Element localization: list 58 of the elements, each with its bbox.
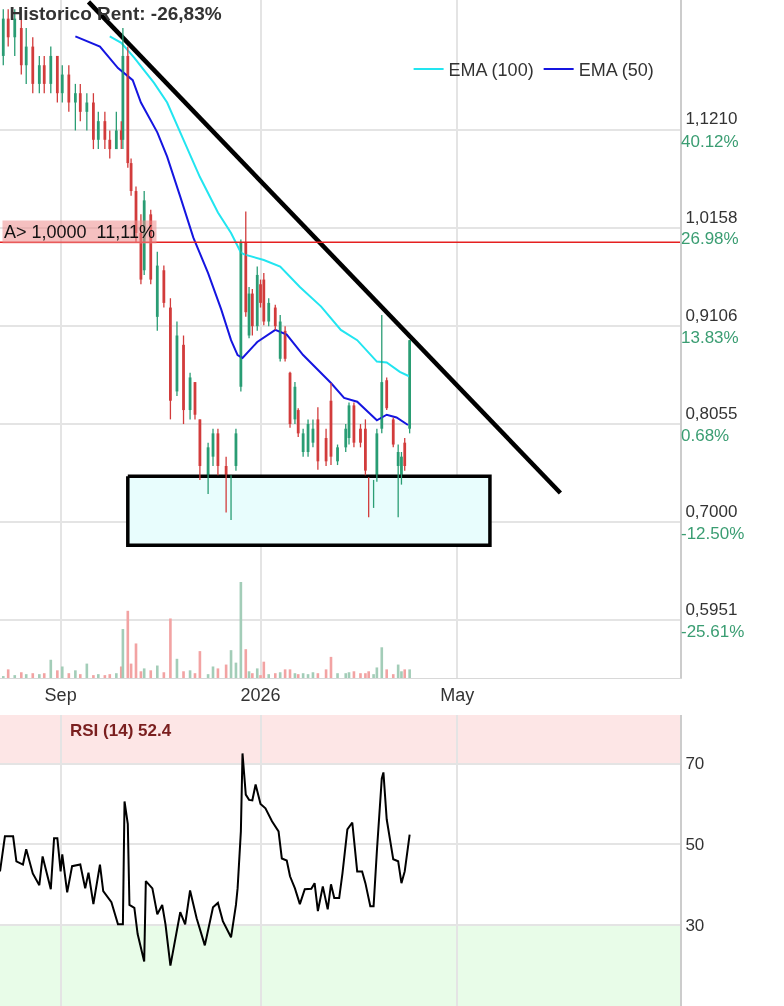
y-tick-label: 70 [685,754,705,774]
bar [24,674,28,678]
bar [42,673,46,678]
bar [97,674,100,678]
bar [6,669,10,678]
y2-tick-label: -12.50% [681,523,745,543]
bar [391,674,395,678]
bar [278,672,282,678]
y-tick-label: 1,1210 [685,109,738,129]
bar [169,618,172,678]
y2-tick-label: 0.68% [681,425,730,445]
bar [56,670,59,678]
bar [367,671,370,678]
bar [182,671,185,678]
bar [13,675,17,678]
y-tick-label: 0,9106 [685,305,738,325]
bar [364,673,367,678]
legend-label: EMA (50) [578,60,654,81]
bar [267,674,271,678]
x-tick-label: Sep [44,684,77,705]
bar [244,649,248,678]
y-tick-label: 30 [685,916,705,936]
bar [251,673,254,678]
bar [92,675,95,678]
y2-tick-label: -25.61% [681,621,745,641]
x-tick-label: May [440,684,475,705]
bar [115,673,118,678]
bar [38,674,41,678]
bar [380,647,384,678]
annotation: RSI (14) 52.4 [70,721,172,740]
bar [60,666,64,678]
bar [155,665,159,678]
y-tick-label: 0,5951 [685,599,738,619]
ref-line-label: A> 1,0000 11,11% [4,222,155,242]
bar [273,673,277,678]
bar [49,659,53,678]
bar [359,673,362,678]
bar [403,669,407,678]
bar [108,674,112,678]
bar [78,674,82,678]
line-series [0,752,411,967]
bar [408,669,411,678]
bar [19,672,23,678]
y2-tick-label: 26.98% [681,229,739,249]
x-tick-label: 2026 [240,684,281,705]
bar [255,668,259,678]
bar [31,673,35,678]
y-tick-label: 0,8055 [685,403,738,423]
y-tick-label: 0,7000 [685,501,738,521]
legend-label: EMA (100) [448,60,534,81]
bar [149,670,153,678]
bar [74,670,77,678]
y-tick-label: 50 [685,835,705,855]
bar [336,673,339,678]
y-tick-label: 1,0158 [685,207,738,227]
bar [385,669,389,678]
y2-tick-label: 40.12% [681,131,739,151]
y2-tick-label: 13.83% [681,327,739,347]
